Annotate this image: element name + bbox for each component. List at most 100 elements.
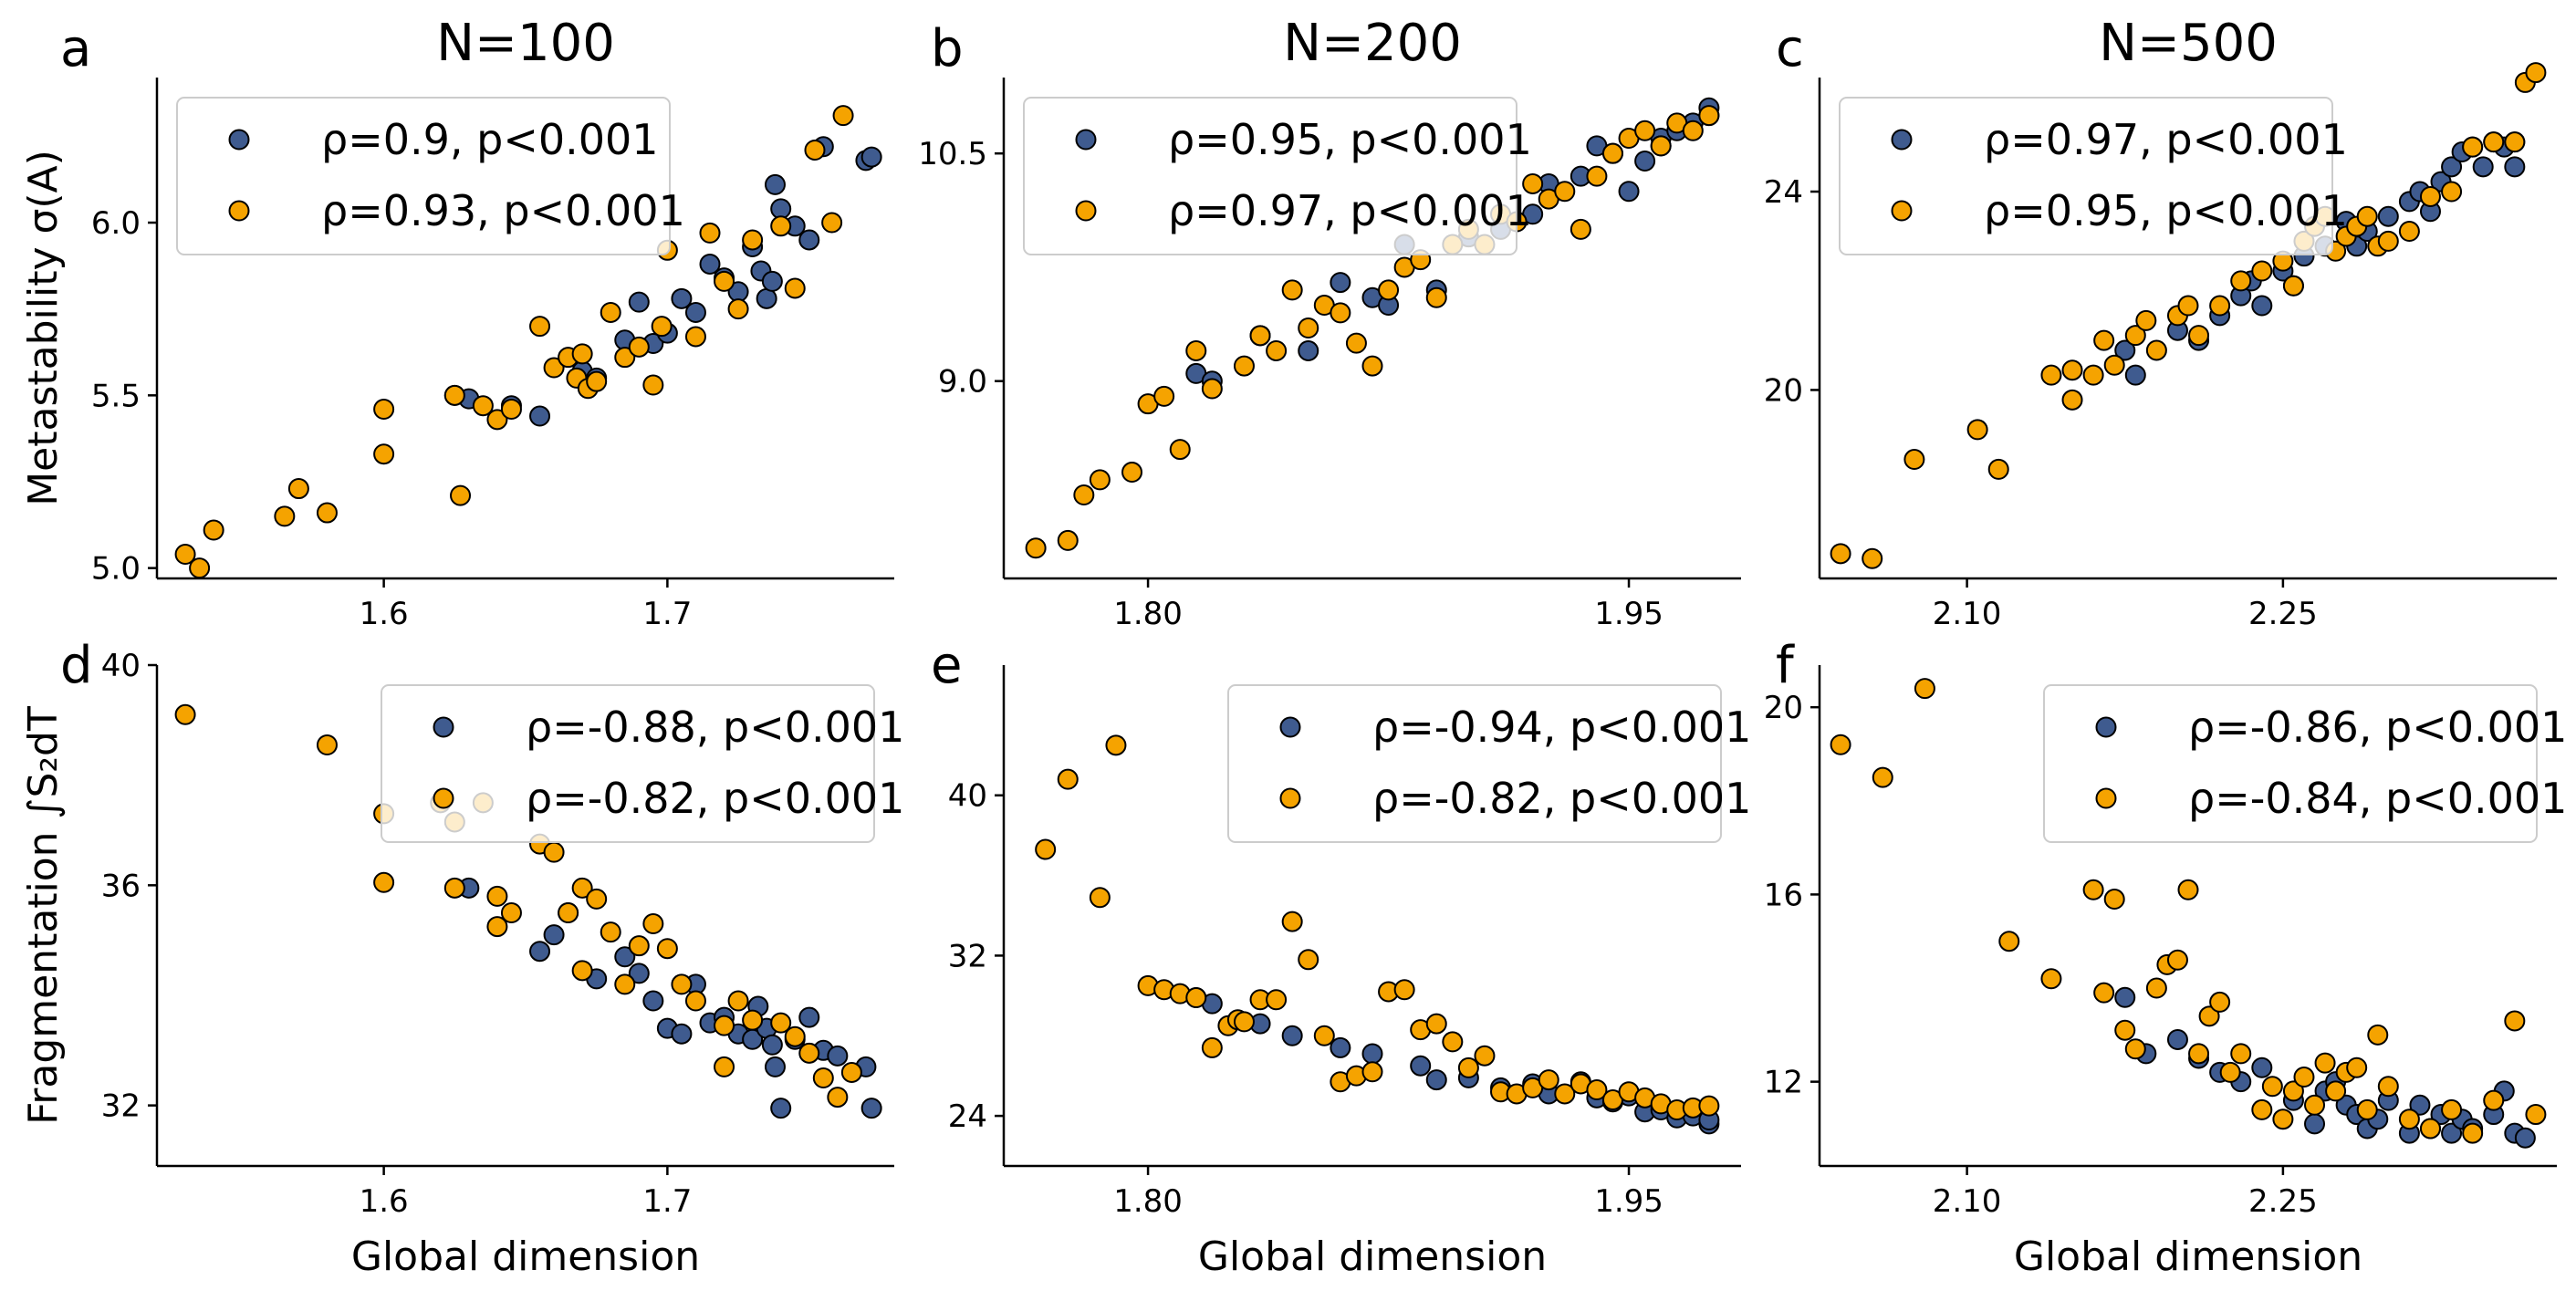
data-point — [2219, 1061, 2241, 1083]
legend-label: ρ=-0.88, p<0.001 — [526, 703, 904, 752]
data-point — [784, 277, 806, 299]
data-point — [1281, 911, 1303, 932]
data-point — [671, 1023, 693, 1045]
panel-a: a N=100 1.6 1.7 5.0 5.5 6.0 Metastability σ(A) ρ… — [20, 14, 894, 632]
data-point — [2177, 879, 2199, 900]
data-point — [1298, 339, 1319, 361]
data-point — [2304, 1113, 2326, 1135]
data-point — [1089, 887, 1111, 909]
data-point — [543, 841, 565, 863]
data-point — [699, 253, 721, 275]
legend-marker — [1891, 200, 1913, 222]
data-point — [1442, 1031, 1464, 1053]
data-point — [2272, 1108, 2294, 1130]
data-point — [373, 398, 395, 420]
legend-frame — [1839, 97, 2333, 255]
data-point — [1698, 1095, 1720, 1117]
x-tick-label: 1.6 — [360, 596, 409, 632]
data-point — [2346, 1056, 2368, 1078]
x-tick-label: 1.95 — [1594, 596, 1663, 632]
data-point — [2314, 1052, 2336, 1074]
legend-marker — [433, 787, 454, 809]
data-point — [1554, 181, 1576, 203]
data-point — [1073, 484, 1095, 505]
data-point — [2525, 1104, 2547, 1126]
legend: ρ=-0.94, p<0.001 ρ=-0.82, p<0.001 — [1227, 684, 1751, 843]
data-point — [1361, 355, 1383, 377]
data-point — [770, 215, 792, 237]
data-point — [316, 502, 338, 524]
x-tick-label: 2.10 — [1933, 1183, 2002, 1220]
data-point — [2377, 1076, 2399, 1098]
data-point — [543, 357, 565, 379]
data-point — [651, 316, 673, 338]
data-point — [2483, 131, 2505, 153]
data-point — [1345, 332, 1367, 354]
data-point — [1987, 458, 2009, 480]
data-point — [2441, 1098, 2463, 1120]
data-point — [1266, 339, 1288, 361]
data-point — [2409, 1094, 2431, 1116]
data-point — [558, 901, 579, 923]
data-point — [2230, 1043, 2252, 1065]
y-tick-label: 5.5 — [91, 378, 141, 414]
x-tick-label: 1.80 — [1113, 1183, 1183, 1220]
data-point — [832, 105, 854, 127]
data-point — [1618, 181, 1640, 203]
legend-frame — [1023, 97, 1517, 255]
y-tick-label: 20 — [1764, 690, 1803, 726]
y-tick-label: 6.0 — [91, 205, 141, 242]
data-point — [827, 1087, 849, 1108]
data-point — [761, 1034, 783, 1056]
panel-letter: b — [931, 19, 964, 78]
legend-frame — [381, 684, 875, 843]
data-point — [2356, 1098, 2378, 1120]
data-point — [1035, 838, 1057, 860]
data-point — [1682, 120, 1704, 141]
x-tick-label: 1.80 — [1113, 596, 1183, 632]
data-point — [1425, 286, 1447, 308]
series-1 — [1035, 734, 1720, 1121]
data-point — [1121, 462, 1143, 484]
data-point — [671, 973, 693, 995]
data-point — [1903, 449, 1925, 471]
y-axis-label: Fragmentation ∫S₂dT — [20, 706, 67, 1125]
data-point — [443, 877, 465, 899]
legend-frame — [1227, 684, 1722, 843]
data-point — [714, 1056, 735, 1077]
data-point — [2282, 275, 2304, 297]
series-0 — [1185, 987, 1720, 1135]
data-point — [2209, 991, 2231, 1013]
y-tick-label: 16 — [1764, 877, 1803, 913]
data-point — [1538, 1069, 1559, 1091]
panel-c: c N=500 2.10 2.25 20 24 ρ=0.97, p<0.001 ρ=0.95,… — [1764, 14, 2557, 632]
data-point — [543, 924, 565, 946]
y-tick-label: 24 — [948, 1098, 987, 1135]
legend-label: ρ=-0.82, p<0.001 — [526, 774, 904, 823]
data-point — [742, 1009, 764, 1031]
x-tick-label: 2.25 — [2248, 1183, 2318, 1220]
data-point — [2093, 982, 2115, 1004]
data-point — [1266, 989, 1288, 1011]
legend-label: ρ=-0.82, p<0.001 — [1372, 774, 1751, 823]
data-point — [798, 1006, 820, 1028]
data-point — [2082, 364, 2104, 386]
data-point — [1185, 987, 1207, 1009]
panel-letter: e — [931, 636, 962, 695]
x-axis-label: Global dimension — [351, 1233, 700, 1280]
data-point — [2040, 364, 2062, 386]
data-point — [1634, 120, 1656, 141]
data-point — [642, 374, 664, 396]
data-point — [770, 1012, 792, 1034]
y-axis-label: Metastability σ(A) — [20, 150, 67, 506]
data-point — [628, 935, 650, 957]
data-point — [1233, 1011, 1255, 1033]
data-point — [1914, 678, 1935, 700]
data-point — [1393, 979, 1415, 1001]
data-point — [2114, 1019, 2136, 1041]
data-point — [2230, 270, 2252, 292]
legend-label: ρ=-0.84, p<0.001 — [2188, 774, 2567, 823]
data-point — [1966, 419, 1988, 441]
data-point — [2441, 1122, 2463, 1144]
data-point — [642, 990, 664, 1012]
